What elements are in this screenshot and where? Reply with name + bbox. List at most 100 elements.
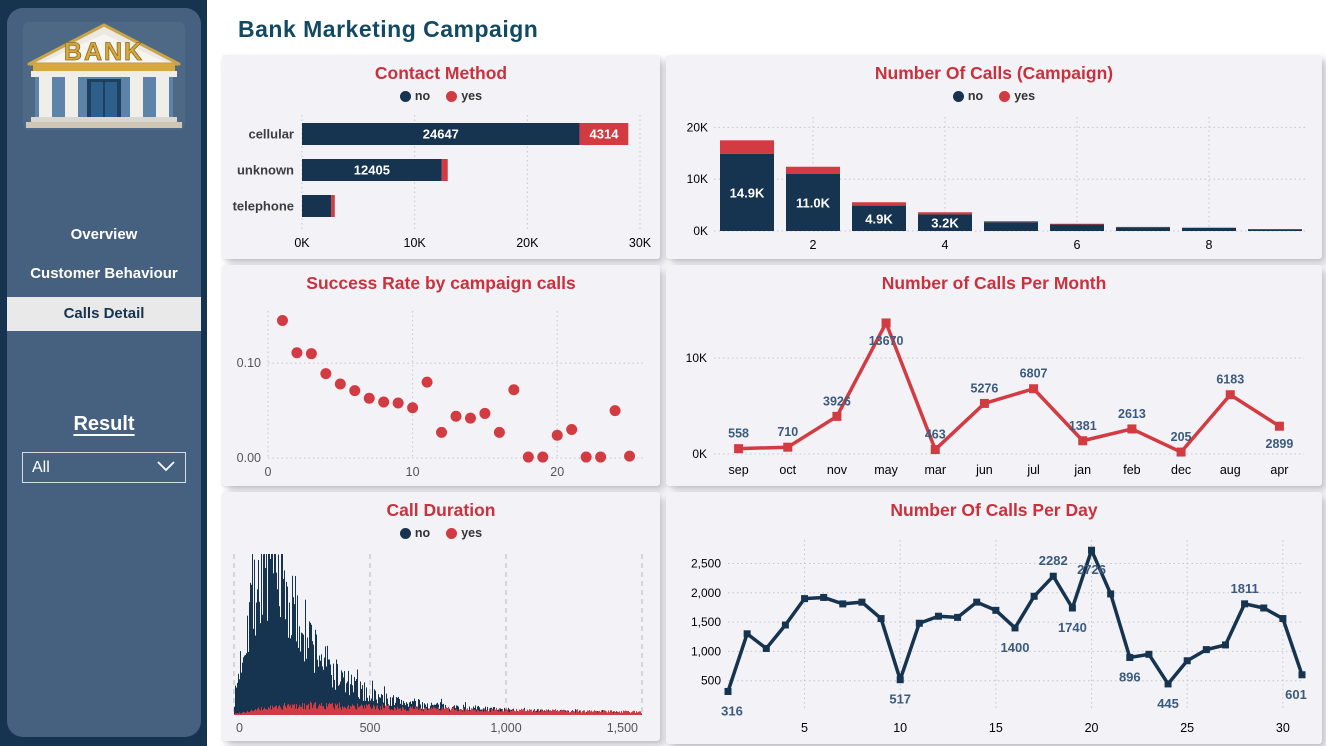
- result-dropdown[interactable]: All: [22, 452, 186, 483]
- legend-item-no[interactable]: no: [399, 526, 430, 540]
- line-marker[interactable]: [743, 630, 751, 638]
- contact-method-chart[interactable]: 0K 10K 20K 30K 24647 4314 cellular 12405 unknown…: [226, 111, 656, 255]
- line-marker[interactable]: [1049, 572, 1057, 580]
- legend-item-yes[interactable]: yes: [446, 526, 482, 540]
- legend-item-yes[interactable]: yes: [446, 89, 482, 103]
- success-rate-chart[interactable]: 0.00 0.10 0 10 20: [226, 299, 656, 482]
- scatter-point[interactable]: [624, 450, 636, 462]
- scatter-point[interactable]: [378, 396, 390, 408]
- line-marker[interactable]: [858, 598, 866, 606]
- line-marker[interactable]: [1011, 624, 1019, 632]
- scatter-point[interactable]: [493, 426, 505, 438]
- line-marker[interactable]: [1088, 546, 1096, 554]
- line-marker[interactable]: [783, 442, 793, 452]
- scatter-point[interactable]: [537, 451, 549, 463]
- line-marker[interactable]: [762, 644, 770, 652]
- line-marker[interactable]: [1030, 592, 1038, 600]
- line-marker[interactable]: [896, 676, 904, 684]
- scatter-point[interactable]: [305, 348, 317, 360]
- legend-item-yes[interactable]: yes: [999, 89, 1035, 103]
- line-marker[interactable]: [930, 445, 940, 455]
- scatter-point[interactable]: [407, 402, 419, 414]
- line-marker[interactable]: [1176, 447, 1186, 457]
- scatter-point[interactable]: [392, 397, 404, 409]
- bar-segment-yes[interactable]: [579, 123, 629, 145]
- sidebar-item-customer-behaviour[interactable]: Customer Behaviour: [30, 265, 178, 282]
- scatter-point[interactable]: [464, 412, 476, 424]
- line-marker[interactable]: [1126, 653, 1134, 661]
- bar-segment-no[interactable]: [1116, 227, 1170, 231]
- bar-segment-yes[interactable]: [720, 140, 774, 154]
- line-marker[interactable]: [1241, 600, 1249, 608]
- line-marker[interactable]: [979, 398, 989, 408]
- scatter-point[interactable]: [320, 368, 332, 380]
- line-marker[interactable]: [992, 606, 1000, 614]
- line-marker[interactable]: [839, 600, 847, 608]
- scatter-point[interactable]: [609, 405, 621, 417]
- bar-segment-yes[interactable]: [331, 195, 335, 217]
- bar-segment-no[interactable]: [1248, 229, 1302, 231]
- bar-segment-yes[interactable]: [441, 159, 448, 181]
- line-marker[interactable]: [934, 612, 942, 620]
- bar-segment-yes[interactable]: [786, 166, 840, 174]
- line-marker[interactable]: [1183, 657, 1191, 665]
- line-marker[interactable]: [915, 619, 923, 627]
- line-marker[interactable]: [877, 615, 885, 623]
- sidebar-item-overview[interactable]: Overview: [70, 226, 138, 243]
- scatter-point[interactable]: [334, 378, 346, 390]
- line-marker[interactable]: [1260, 604, 1268, 612]
- line-marker[interactable]: [1068, 604, 1076, 612]
- calls-per-month-chart[interactable]: 0K 10K sep oct nov may mar jun jul jan feb dec aug ap…: [670, 299, 1318, 482]
- line-marker[interactable]: [881, 318, 891, 328]
- bar-segment-yes[interactable]: [852, 202, 906, 206]
- line-marker[interactable]: [1279, 615, 1287, 623]
- line-marker[interactable]: [1029, 384, 1039, 394]
- line-marker[interactable]: [1202, 646, 1210, 654]
- scatter-point[interactable]: [479, 407, 491, 419]
- line-marker[interactable]: [724, 687, 732, 695]
- line-marker[interactable]: [781, 621, 789, 629]
- calls-campaign-chart[interactable]: 0K 10K 20K 2 4 6 8 14.9K 11.0K 4.9K 3.2K: [670, 111, 1318, 255]
- bar-segment-no[interactable]: [918, 214, 972, 231]
- scatter-point[interactable]: [349, 385, 361, 397]
- line-marker[interactable]: [1107, 590, 1115, 598]
- scatter-point[interactable]: [291, 347, 303, 359]
- bar-segment-no[interactable]: [1182, 227, 1236, 231]
- scatter-point[interactable]: [551, 429, 563, 441]
- line-marker[interactable]: [1298, 671, 1306, 679]
- line-marker[interactable]: [1127, 424, 1137, 434]
- scatter-point[interactable]: [276, 314, 288, 326]
- line-marker[interactable]: [1274, 421, 1284, 431]
- line-marker[interactable]: [1164, 680, 1172, 688]
- bar-segment-no[interactable]: [720, 153, 774, 231]
- bar-segment-no[interactable]: [302, 123, 580, 145]
- sidebar-item-calls-detail[interactable]: Calls Detail: [7, 297, 201, 331]
- line-series[interactable]: [738, 321, 1281, 454]
- scatter-point[interactable]: [580, 451, 592, 463]
- line-marker[interactable]: [1225, 390, 1235, 400]
- scatter-point[interactable]: [508, 384, 520, 396]
- bar-segment-no[interactable]: [786, 174, 840, 231]
- line-marker[interactable]: [734, 444, 744, 454]
- line-series[interactable]: [726, 548, 1304, 693]
- scatter-point[interactable]: [363, 392, 375, 404]
- call-duration-chart[interactable]: 0 500 1,000 1,500: [226, 550, 656, 737]
- histogram-series-yes[interactable]: [234, 701, 642, 715]
- line-marker[interactable]: [1221, 641, 1229, 649]
- bar-segment-yes[interactable]: [918, 212, 972, 215]
- bar-segment-no[interactable]: [302, 159, 442, 181]
- bar-segment-no[interactable]: [852, 205, 906, 231]
- legend-item-no[interactable]: no: [952, 89, 983, 103]
- line-marker[interactable]: [801, 595, 809, 603]
- line-marker[interactable]: [820, 593, 828, 601]
- scatter-point[interactable]: [522, 451, 534, 463]
- scatter-point[interactable]: [566, 424, 578, 436]
- scatter-point[interactable]: [436, 426, 448, 438]
- bar-segment-yes[interactable]: [1050, 223, 1104, 225]
- bar-segment-yes[interactable]: [984, 221, 1038, 223]
- line-marker[interactable]: [1078, 436, 1088, 446]
- bar-segment-no[interactable]: [984, 222, 1038, 231]
- line-marker[interactable]: [954, 613, 962, 621]
- scatter-point[interactable]: [450, 410, 462, 422]
- line-marker[interactable]: [973, 598, 981, 606]
